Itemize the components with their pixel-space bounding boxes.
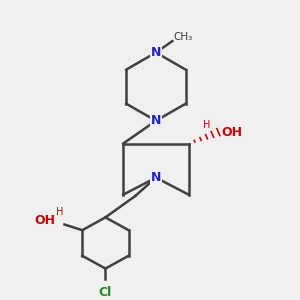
Text: OH: OH bbox=[34, 214, 56, 227]
Text: N: N bbox=[151, 114, 161, 127]
Text: H: H bbox=[203, 120, 211, 130]
Text: Cl: Cl bbox=[99, 286, 112, 298]
Text: CH₃: CH₃ bbox=[174, 32, 193, 42]
Text: OH: OH bbox=[221, 126, 242, 139]
Text: N: N bbox=[151, 46, 161, 59]
Text: H: H bbox=[56, 207, 63, 217]
Text: N: N bbox=[151, 171, 161, 184]
